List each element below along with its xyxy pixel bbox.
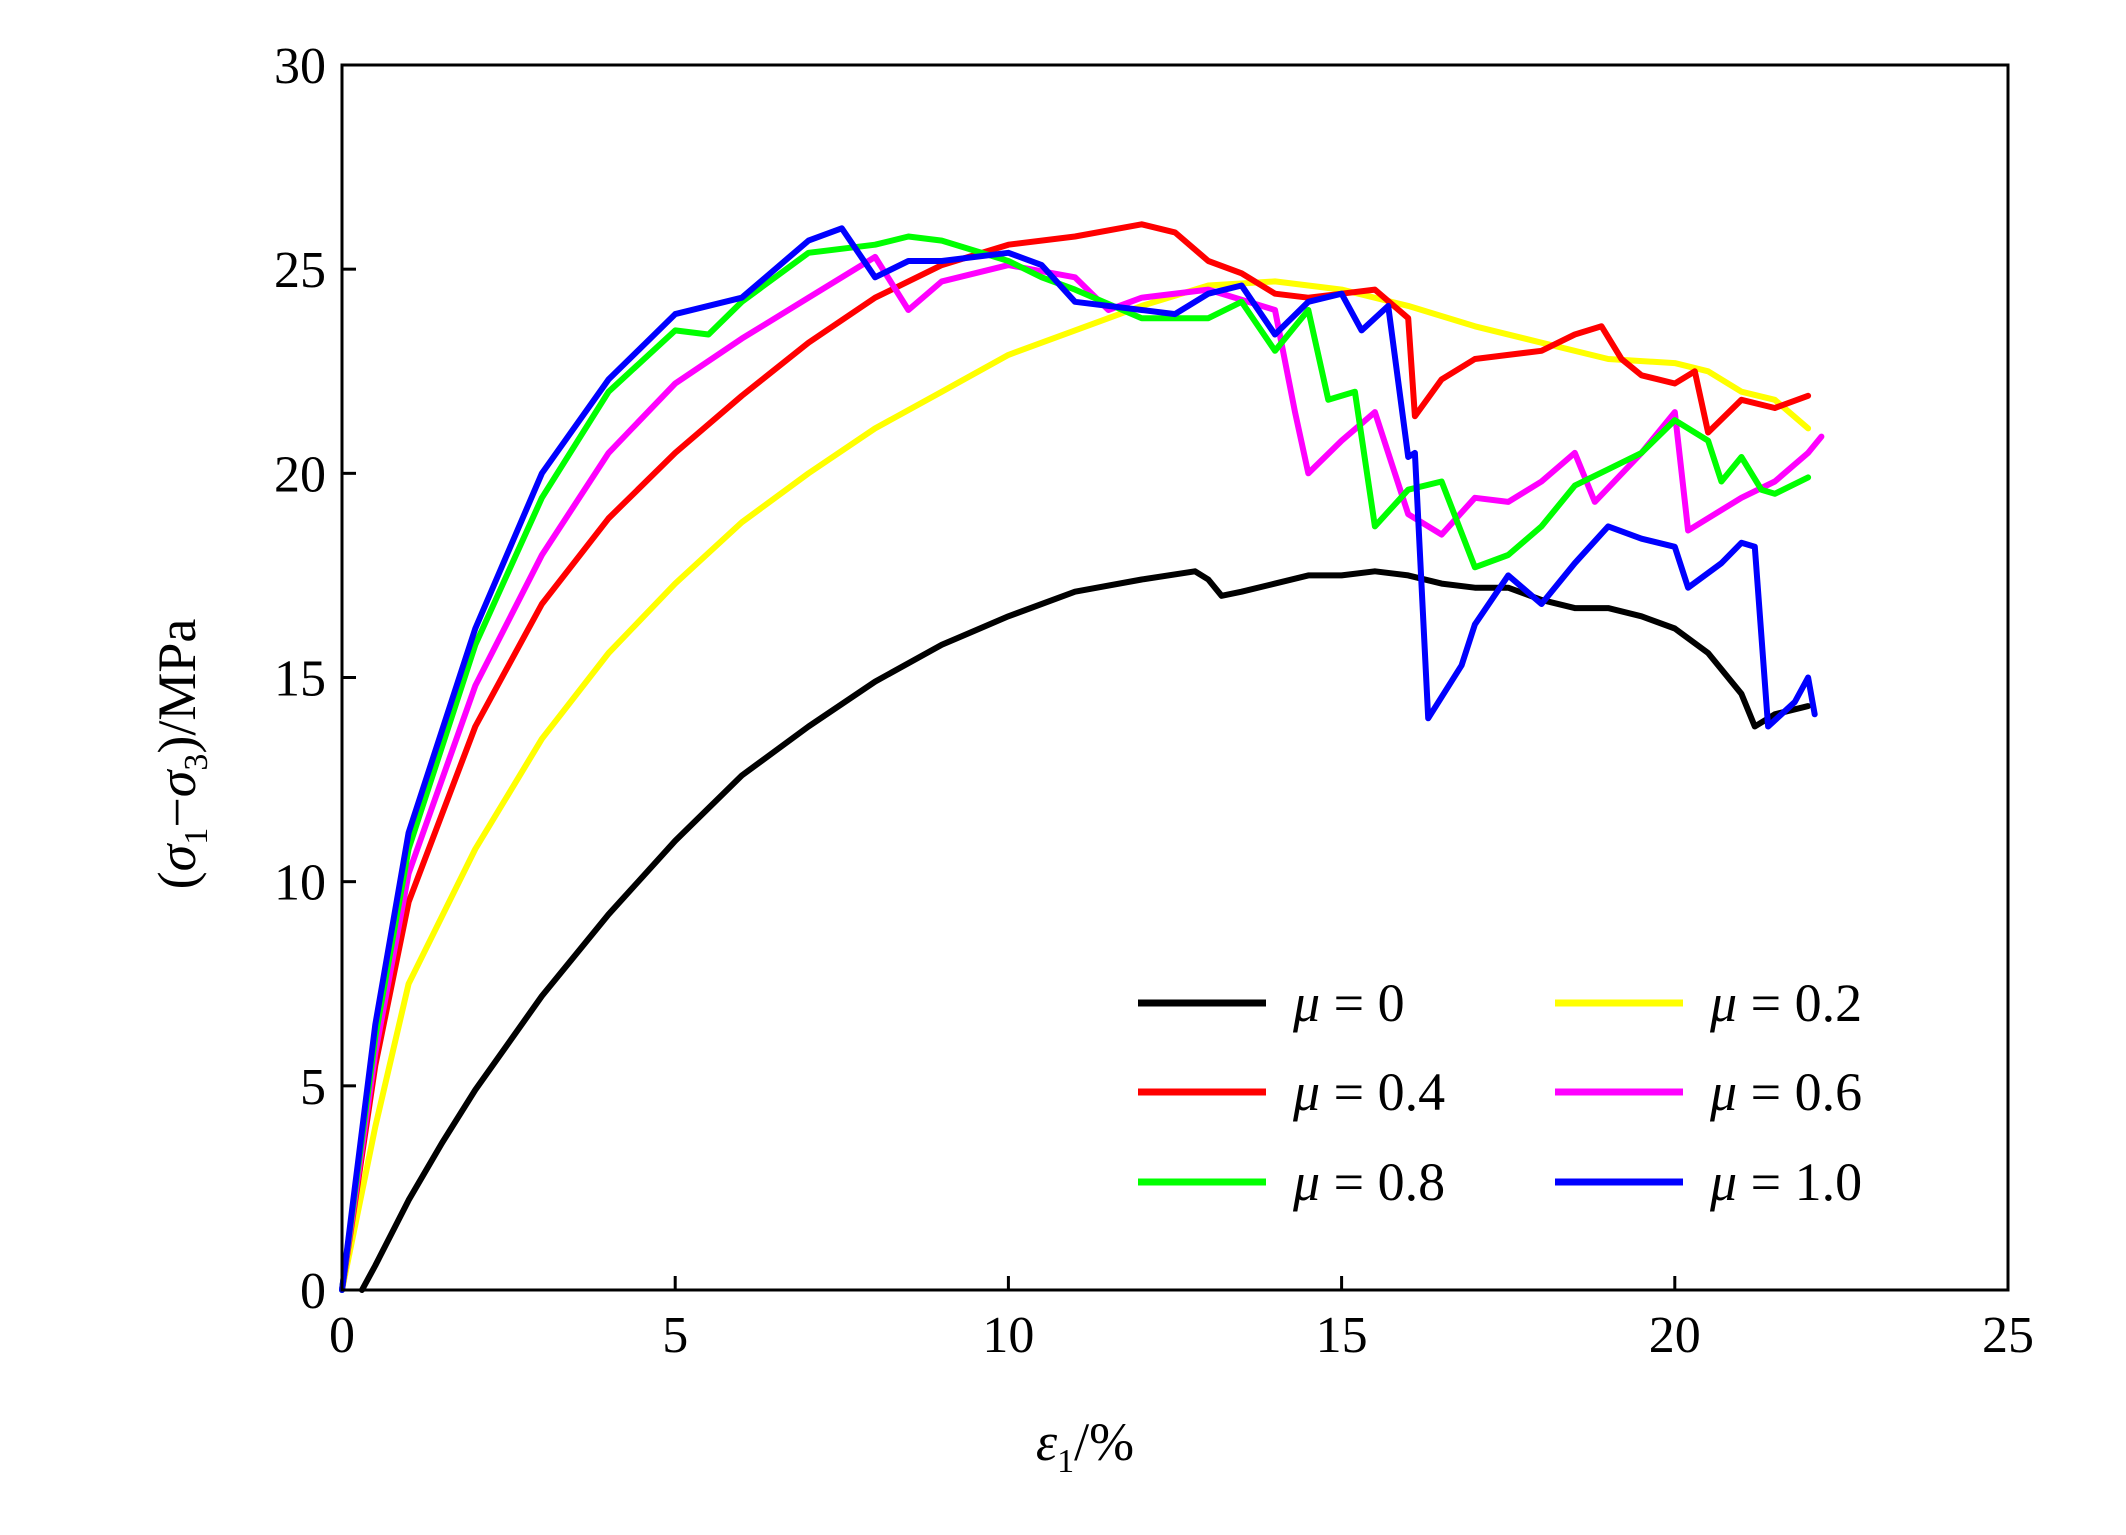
x-axis-title: ε1/% bbox=[1036, 1412, 1134, 1480]
legend-label-2: μ = 0.4 bbox=[1292, 1062, 1445, 1122]
y-tick-label: 30 bbox=[274, 38, 326, 95]
series-line-5 bbox=[339, 225, 1818, 1293]
series-line-1 bbox=[339, 278, 1812, 1293]
x-tick-label: 20 bbox=[1649, 1307, 1701, 1364]
series-line-0 bbox=[359, 568, 1812, 1293]
x-tick-label: 25 bbox=[1982, 1307, 2034, 1364]
legend: μ = 0 μ = 0.2 μ = 0.4 μ = 0.6 μ = 0.8 μ = 1.0 bbox=[1138, 973, 1862, 1212]
x-axis-ticks: 0 5 10 15 20 25 bbox=[329, 1276, 2034, 1364]
legend-label-4: μ = 0.8 bbox=[1292, 1152, 1445, 1212]
y-tick-label: 15 bbox=[274, 651, 326, 708]
x-tick-label: 5 bbox=[662, 1307, 688, 1364]
y-axis-title: (σ1−σ3)/MPa bbox=[147, 619, 215, 890]
series-layer bbox=[339, 221, 1825, 1293]
legend-label-3: μ = 0.6 bbox=[1709, 1062, 1862, 1122]
legend-label-1: μ = 0.2 bbox=[1709, 973, 1862, 1033]
y-axis-ticks: 0 5 10 15 20 25 30 bbox=[274, 38, 356, 1320]
series-line-4 bbox=[339, 233, 1812, 1293]
y-tick-label: 5 bbox=[300, 1059, 326, 1116]
y-tick-label: 20 bbox=[274, 446, 326, 503]
series-line-2 bbox=[339, 221, 1812, 1293]
y-tick-label: 10 bbox=[274, 855, 326, 912]
x-tick-label: 0 bbox=[329, 1307, 355, 1364]
y-tick-label: 25 bbox=[274, 242, 326, 299]
y-tick-label: 0 bbox=[300, 1263, 326, 1320]
x-tick-label: 15 bbox=[1316, 1307, 1368, 1364]
legend-label-0: μ = 0 bbox=[1292, 973, 1405, 1033]
x-tick-label: 10 bbox=[982, 1307, 1034, 1364]
legend-label-5: μ = 1.0 bbox=[1709, 1152, 1862, 1212]
